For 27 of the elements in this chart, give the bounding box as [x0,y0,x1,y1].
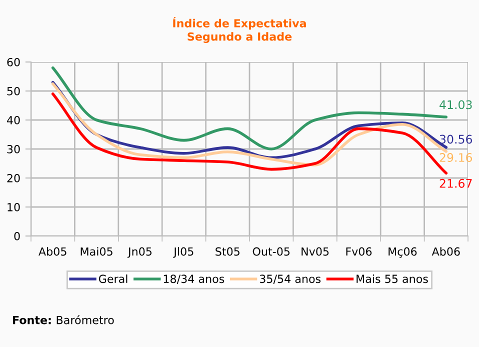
source-note: Fonte: Barómetro [13,315,114,324]
legend-label: 35/54 anos [260,274,321,284]
x-tick-label: St05 [216,247,240,256]
y-tick-label: 40 [6,116,20,124]
legend-label: Mais 55 anos [356,274,428,284]
y-tick-label: 50 [7,86,20,96]
legend-label: 18/34 anos [164,274,224,284]
x-tick-label: Mç06 [388,247,417,258]
chart-title: Índice de Expectativa Segundo a Idade [173,17,306,43]
x-tick-label: Out-05 [252,247,290,256]
y-tick-label: 30 [7,144,20,154]
data-label: 30.56 [440,134,472,144]
y-tick-label: 60 [7,58,20,66]
x-tick-label: Mai05 [80,247,112,256]
data-label: 21.67 [440,178,472,188]
x-tick-label: Ab05 [38,247,66,256]
x-tick-label: Jn05 [127,247,152,258]
y-tick-label: 0 [14,232,20,240]
x-tick-label: Nv05 [302,247,329,256]
y-tick-label: 10 [8,202,20,212]
x-tick-label: Jl05 [173,247,194,258]
data-label: 41.03 [440,100,472,110]
legend-label: Geral [98,274,128,284]
data-label: 29.16 [440,153,472,162]
y-tick-label: 20 [7,174,20,182]
x-tick-label: Fv06 [346,247,372,256]
x-tick-label: Ab06 [432,247,460,256]
